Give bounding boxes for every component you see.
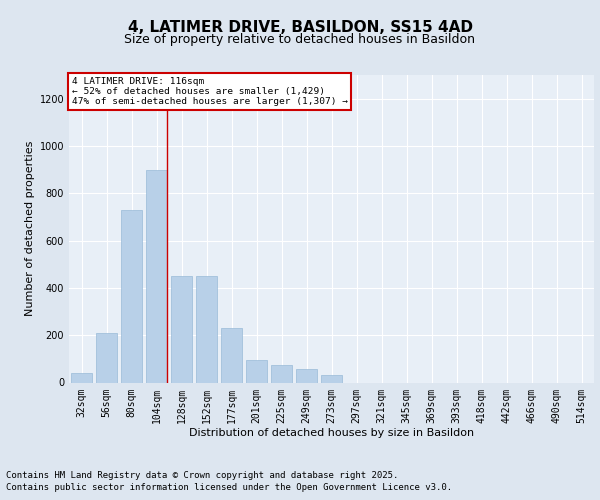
Bar: [96, 333, 117, 382]
Bar: [171, 276, 192, 382]
Bar: [296, 370, 317, 382]
X-axis label: Distribution of detached houses by size in Basildon: Distribution of detached houses by size …: [189, 428, 474, 438]
Text: 4, LATIMER DRIVE, BASILDON, SS15 4AD: 4, LATIMER DRIVE, BASILDON, SS15 4AD: [128, 20, 473, 35]
Bar: [321, 376, 342, 382]
Bar: [146, 170, 167, 382]
Bar: [271, 365, 292, 382]
Text: Size of property relative to detached houses in Basildon: Size of property relative to detached ho…: [125, 34, 476, 46]
Bar: [121, 210, 142, 382]
Text: 4 LATIMER DRIVE: 116sqm
← 52% of detached houses are smaller (1,429)
47% of semi: 4 LATIMER DRIVE: 116sqm ← 52% of detache…: [71, 76, 347, 106]
Y-axis label: Number of detached properties: Number of detached properties: [25, 141, 35, 316]
Bar: [221, 328, 242, 382]
Bar: [246, 360, 267, 382]
Bar: [71, 373, 92, 382]
Bar: [196, 276, 217, 382]
Text: Contains HM Land Registry data © Crown copyright and database right 2025.: Contains HM Land Registry data © Crown c…: [6, 472, 398, 480]
Text: Contains public sector information licensed under the Open Government Licence v3: Contains public sector information licen…: [6, 483, 452, 492]
